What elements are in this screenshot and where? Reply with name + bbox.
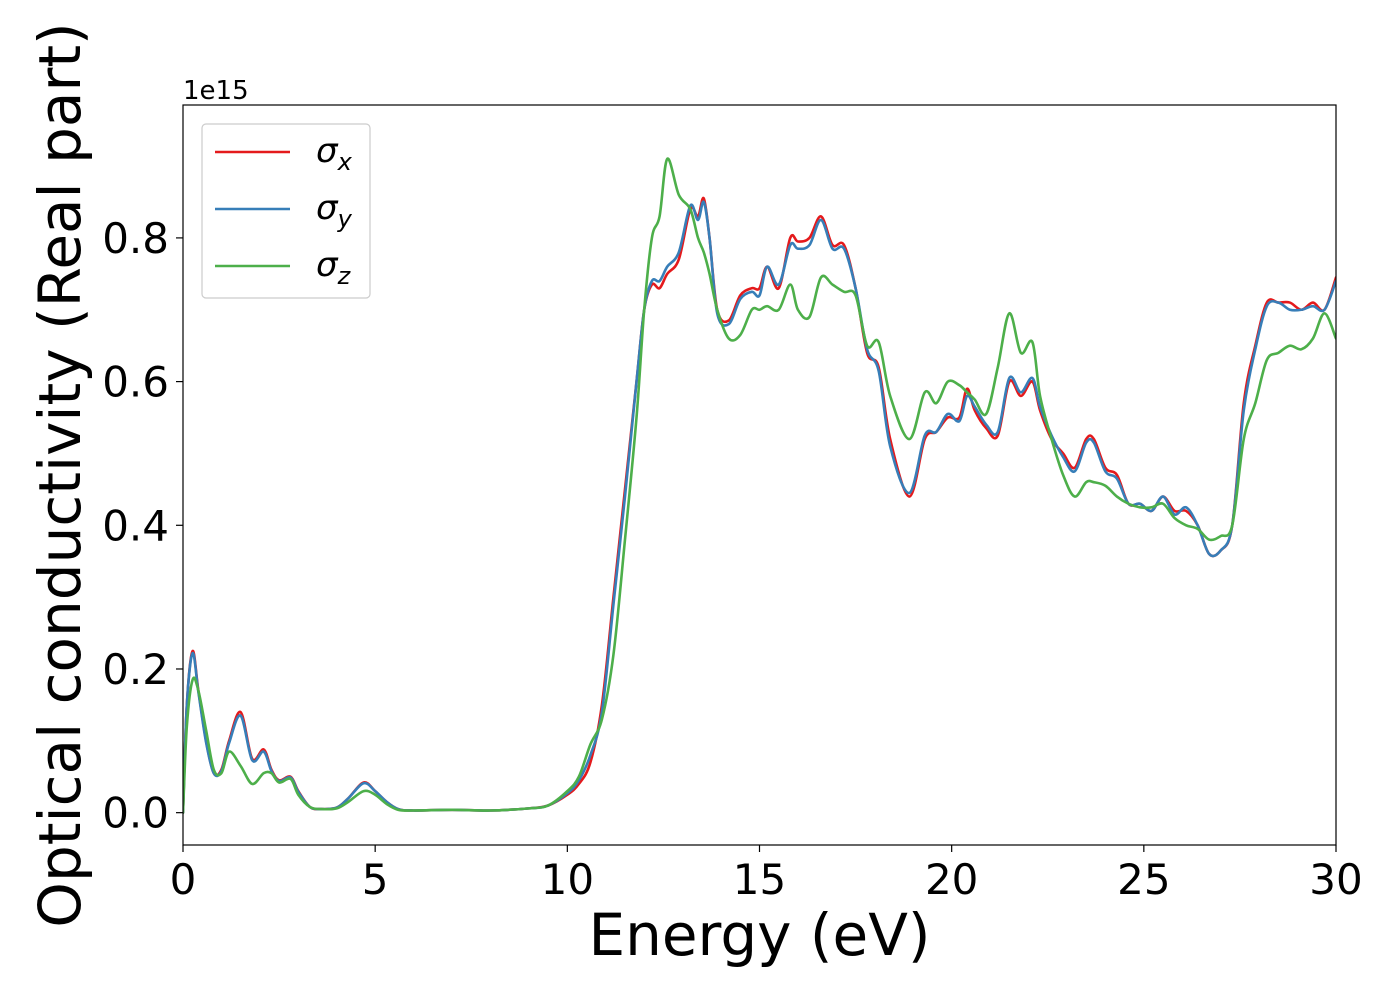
x-tick-label: 25 [1117, 855, 1170, 904]
x-axis: 0 5 10 15 20 25 30 [170, 845, 1363, 904]
x-tick-label: 15 [733, 855, 786, 904]
x-tick-label: 5 [362, 855, 389, 904]
legend-frame [201, 123, 371, 299]
y-axis-label: Optical conductivity (Real part) [26, 22, 94, 927]
y-tick-label: 0.4 [102, 501, 169, 550]
x-axis-label: Energy (eV) [588, 901, 930, 969]
legend-label-y: σy [316, 188, 353, 233]
y-offset-label: 1e15 [183, 76, 249, 106]
y-tick-label: 0.2 [102, 645, 169, 694]
legend: σx σy σz [201, 123, 371, 299]
legend-label-z: σz [316, 245, 352, 290]
y-tick-label: 0.8 [102, 214, 169, 263]
legend-label-x: σx [316, 131, 353, 176]
y-axis: 0.0 0.2 0.4 0.6 0.8 [102, 214, 183, 838]
series-line-z [183, 157, 1336, 814]
x-tick-label: 20 [925, 855, 978, 904]
x-tick-label: 30 [1309, 855, 1362, 904]
series-layer [183, 157, 1336, 814]
y-tick-label: 0.0 [102, 789, 169, 838]
x-tick-label: 10 [541, 855, 594, 904]
y-tick-label: 0.6 [102, 358, 169, 407]
x-tick-label: 0 [170, 855, 197, 904]
